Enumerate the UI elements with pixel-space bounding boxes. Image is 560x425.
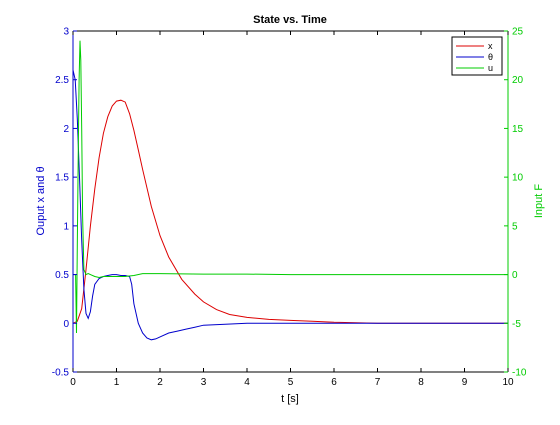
axes-layer: 0 1 2 3 4 5 6 7 8 9 10-0.500.511.522.53-10-5051015… <box>52 27 527 389</box>
right-y-tick-label: 0 <box>512 270 518 281</box>
x-axis-label: t [s] <box>281 393 299 405</box>
x-tick-label: 2 <box>157 377 163 388</box>
legend-items: xθu <box>456 41 493 73</box>
left-y-tick-label: 0 <box>63 319 69 330</box>
right-y-axis-label: Input F <box>533 184 545 219</box>
left-y-axis-label: Ouput x and θ <box>35 166 47 235</box>
series-line-0 <box>72 99 508 324</box>
legend: xθu <box>451 36 503 76</box>
legend-label-1: θ <box>488 52 493 62</box>
x-tick-label: 3 <box>201 377 207 388</box>
legend-label-2: u <box>488 63 493 73</box>
x-tick-label: 9 <box>462 377 468 388</box>
right-y-tick-label: 15 <box>512 124 524 135</box>
left-y-tick-label: 0.5 <box>55 270 69 281</box>
right-y-tick-label: -10 <box>512 368 527 379</box>
series-line-2 <box>73 40 508 334</box>
right-y-tick-label: 25 <box>512 27 524 38</box>
left-y-tick-label: 2 <box>63 124 69 135</box>
chart-title: State vs. Time <box>253 14 327 26</box>
left-y-tick-label: 1.5 <box>55 173 69 184</box>
series-layer <box>72 40 508 341</box>
legend-box <box>451 36 503 76</box>
left-y-tick-label: 2.5 <box>55 75 69 86</box>
x-tick-label: 4 <box>244 377 250 388</box>
right-y-tick-label: 20 <box>512 75 524 86</box>
x-tick-label: 0 <box>70 377 76 388</box>
series-line-1 <box>72 69 508 341</box>
right-y-tick-label: 10 <box>512 173 524 184</box>
right-y-tick-label: 5 <box>512 221 518 232</box>
left-y-tick-label: 1 <box>63 221 69 232</box>
x-tick-label: 5 <box>288 377 294 388</box>
plot-area <box>73 31 508 372</box>
legend-label-0: x <box>488 41 493 51</box>
x-tick-label: 6 <box>331 377 337 388</box>
right-y-tick-label: -5 <box>512 319 521 330</box>
x-tick-label: 7 <box>375 377 381 388</box>
x-tick-label: 1 <box>114 377 120 388</box>
left-y-tick-label: 3 <box>63 27 69 38</box>
x-tick-label: 10 <box>502 377 514 388</box>
x-tick-label: 8 <box>418 377 424 388</box>
left-y-tick-label: -0.5 <box>52 368 70 379</box>
